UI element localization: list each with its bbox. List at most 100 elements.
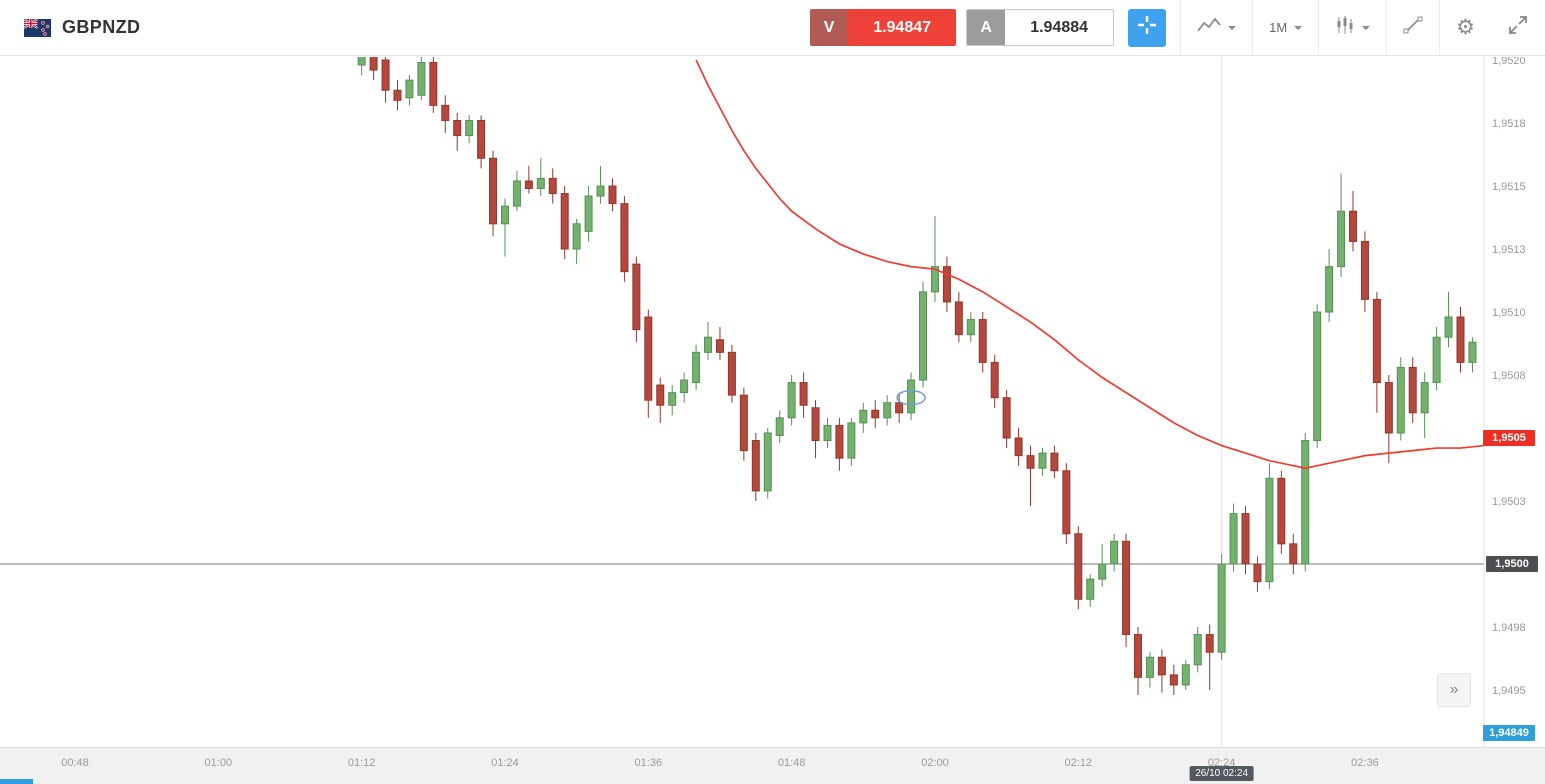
trendline-tool-button[interactable] (1387, 0, 1439, 56)
candle (1420, 372, 1429, 438)
price-chart[interactable]: 1,9520 1,9518 1,9515 1,9513 1,9510 1,9508 1,95… (0, 57, 1545, 747)
candle (405, 75, 414, 106)
crosshair-icon (1137, 15, 1157, 40)
candle (1110, 533, 1119, 572)
candle (536, 158, 545, 197)
candle (1396, 357, 1405, 441)
time-axis[interactable]: 00:48 01:00 01:12 01:24 01:36 01:48 02:00 02:12… (0, 747, 1545, 784)
candle (668, 385, 677, 416)
candle (859, 402, 868, 433)
candle (548, 168, 557, 204)
time-axis-label: 01:00 (204, 757, 233, 769)
candle (656, 377, 665, 423)
candle (1241, 506, 1250, 575)
candle (1444, 291, 1453, 348)
candle (1349, 191, 1358, 252)
candle (560, 186, 569, 260)
collapse-panel-button[interactable]: » (1437, 673, 1471, 707)
candle (751, 432, 760, 501)
candle (966, 312, 975, 343)
candle (584, 186, 593, 242)
chart-type-icon (1197, 17, 1221, 39)
time-axis-label: 00:48 (61, 757, 89, 769)
buy-button[interactable]: A 1.94884 (966, 9, 1115, 46)
candle (608, 178, 617, 212)
indicators-icon (1335, 15, 1355, 40)
candle (1157, 649, 1166, 693)
chevron-down-icon (1362, 25, 1371, 30)
candle (692, 344, 701, 391)
sell-button[interactable]: V 1.94847 (810, 9, 957, 46)
candle (942, 256, 951, 312)
price-axis-label: 1,9495 (1492, 685, 1526, 697)
candle (1313, 304, 1322, 449)
candle (429, 57, 438, 113)
time-axis-label: 01:48 (777, 757, 806, 769)
candle (823, 417, 832, 449)
candle (1360, 231, 1369, 312)
ma-price-tag: 1,9505 (1483, 430, 1535, 446)
candle (1289, 533, 1298, 575)
candle (704, 322, 713, 360)
trendline-icon (1403, 15, 1423, 40)
candle (1205, 624, 1214, 690)
candle (512, 170, 521, 212)
toolbar: GBPNZD V 1.94847 A 1.94884 (0, 0, 1545, 56)
price-axis-label: 1,9520 (1492, 57, 1526, 67)
candle (1217, 553, 1226, 660)
candle (1456, 306, 1465, 373)
candle (1325, 249, 1334, 323)
candle (954, 291, 963, 343)
timeframe-dropdown[interactable]: 1M (1253, 0, 1318, 56)
level-price-tag: 1,9500 (1486, 556, 1538, 572)
indicators-dropdown[interactable] (1319, 0, 1386, 56)
price-axis-label: 1,9513 (1492, 244, 1526, 256)
annotation-ellipse[interactable] (896, 389, 926, 406)
candle (465, 115, 474, 144)
chart-type-dropdown[interactable] (1181, 0, 1252, 56)
price-axis-label: 1,9508 (1492, 370, 1526, 382)
candle (1074, 526, 1083, 610)
price-axis-label: 1,9518 (1492, 118, 1526, 130)
candle (1229, 503, 1238, 572)
candle (1086, 574, 1095, 607)
timeframe-label: 1M (1269, 20, 1288, 35)
buy-price: 1.94884 (1005, 10, 1114, 45)
candle (1408, 357, 1417, 423)
candle (381, 57, 390, 103)
time-axis-label: 02:36 (1351, 757, 1379, 769)
time-axis-label: 01:12 (347, 757, 376, 769)
candle (787, 375, 796, 426)
candle (895, 392, 904, 423)
candle (763, 427, 772, 499)
candle (596, 165, 605, 204)
candle (644, 309, 653, 418)
candle (1372, 291, 1381, 413)
candle (978, 312, 987, 373)
candle (680, 372, 689, 403)
candle (417, 57, 426, 101)
candle (1265, 463, 1274, 590)
price-axis-label: 1,9498 (1492, 622, 1526, 634)
candle (1098, 543, 1107, 587)
fullscreen-button[interactable] (1491, 0, 1545, 56)
candle (871, 400, 880, 428)
crosshair-tool-button[interactable] (1128, 8, 1167, 47)
settings-button[interactable]: ⚙ (1440, 0, 1491, 56)
buy-button-label: A (967, 10, 1006, 45)
candle (1181, 659, 1190, 690)
candle (393, 80, 402, 111)
candle (1050, 445, 1059, 479)
candle (1122, 533, 1131, 648)
candle (369, 57, 378, 81)
candle (500, 198, 509, 257)
candle (1193, 627, 1202, 673)
instrument-symbol: GBPNZD (62, 17, 141, 37)
candle (1301, 432, 1310, 572)
candle (1038, 448, 1047, 476)
last-price-tag: 1,94849 (1483, 725, 1535, 741)
candle (1026, 445, 1035, 507)
candle (715, 327, 724, 360)
candle (1337, 173, 1346, 277)
